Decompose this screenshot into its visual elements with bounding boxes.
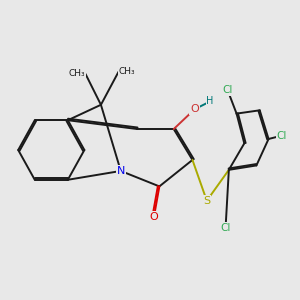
Text: CH₃: CH₃: [118, 67, 135, 76]
Text: H: H: [206, 97, 214, 106]
Text: Cl: Cl: [223, 85, 233, 95]
Text: S: S: [203, 196, 210, 206]
Text: O: O: [190, 104, 199, 114]
Text: Cl: Cl: [277, 131, 287, 141]
Text: CH₃: CH₃: [69, 69, 85, 78]
Text: Cl: Cl: [220, 223, 231, 233]
Text: O: O: [149, 212, 158, 222]
Text: N: N: [117, 166, 125, 176]
